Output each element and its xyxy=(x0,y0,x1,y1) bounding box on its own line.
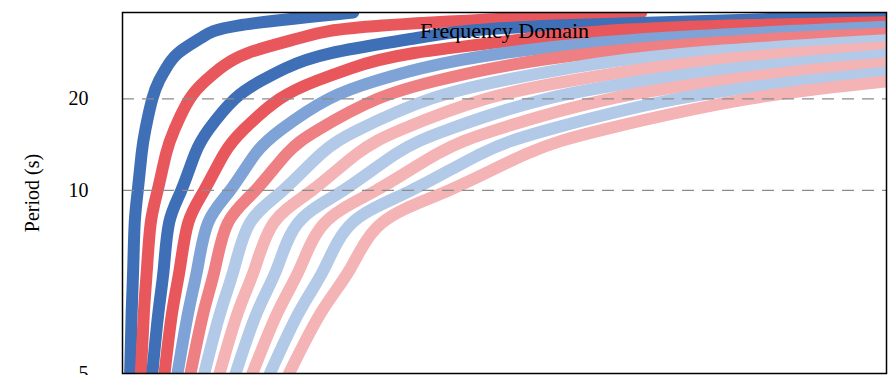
svg-text:10: 10 xyxy=(69,179,89,201)
svg-text:20: 20 xyxy=(69,87,89,109)
svg-text:Period (s): Period (s) xyxy=(21,154,44,232)
svg-text:Frequency Domain: Frequency Domain xyxy=(420,18,589,43)
svg-text:5: 5 xyxy=(79,362,89,375)
